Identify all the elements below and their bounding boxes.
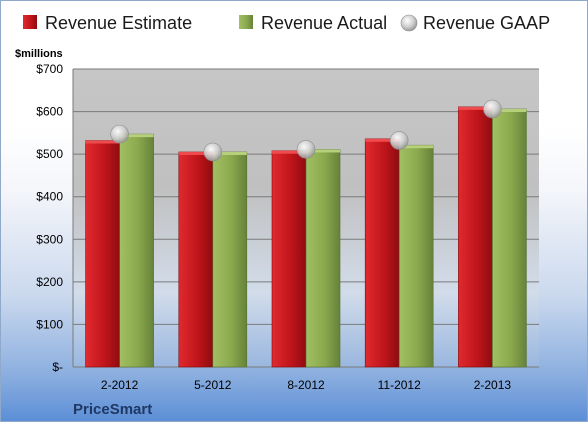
revenue-actual-bar-top — [399, 145, 434, 149]
x-tick-label: 2-2013 — [474, 378, 512, 392]
y-tick-label: $600 — [36, 105, 63, 119]
revenue-gaap-marker — [483, 99, 502, 119]
revenue-actual-bar-top — [306, 149, 340, 153]
revenue-actual-bar — [492, 108, 527, 368]
revenue-actual-bar-top — [492, 109, 527, 113]
revenue-estimate-bar — [458, 106, 493, 368]
y-tick-label: $100 — [36, 317, 63, 331]
revenue-estimate-bar — [178, 151, 214, 368]
company-label: PriceSmart — [73, 401, 152, 418]
revenue-actual-bar — [398, 144, 434, 368]
revenue-gaap-marker — [296, 140, 316, 159]
revenue-estimate-bar-top — [365, 138, 400, 142]
revenue-gaap-marker — [110, 124, 129, 144]
legend-estimate-swatch — [23, 15, 37, 29]
revenue-gaap-marker — [203, 142, 223, 162]
x-tick-label: 2-2012 — [101, 378, 139, 392]
revenue-actual-bar — [119, 133, 154, 368]
revenue-estimate-bar — [271, 150, 307, 368]
revenue-estimate-bar — [364, 138, 400, 368]
x-tick-label: 8-2012 — [287, 378, 325, 392]
y-axis-unit-label: $millions — [15, 48, 63, 60]
revenue-estimate-bar-top — [272, 150, 306, 154]
revenue-actual-bar-top — [119, 134, 154, 138]
revenue-estimate-bar — [85, 140, 120, 368]
y-tick-label: $200 — [36, 275, 63, 289]
legend-entry-label: Revenue Actual — [261, 13, 387, 33]
x-tick-label: 5-2012 — [194, 378, 232, 392]
revenue-actual-bar — [305, 149, 341, 368]
revenue-actual-bar-top — [212, 152, 247, 156]
revenue-estimate-bar-top — [178, 152, 213, 156]
revenue-estimate-bar-top — [458, 106, 493, 110]
x-tick-label: 11-2012 — [378, 378, 421, 392]
legend-actual-swatch — [239, 15, 253, 29]
legend-gaap-swatch — [400, 14, 418, 32]
revenue-actual-bar — [212, 151, 248, 368]
y-tick-label: $- — [52, 360, 63, 374]
y-tick-label: $500 — [36, 147, 63, 161]
legend-entry-label: Revenue Estimate — [45, 13, 192, 33]
legend-entry-label: Revenue GAAP — [423, 13, 550, 33]
revenue-estimate-bar-top — [85, 140, 120, 144]
y-tick-label: $300 — [36, 232, 63, 246]
revenue-gaap-marker — [389, 131, 409, 150]
y-tick-label: $700 — [36, 62, 63, 76]
y-tick-label: $400 — [36, 190, 63, 204]
